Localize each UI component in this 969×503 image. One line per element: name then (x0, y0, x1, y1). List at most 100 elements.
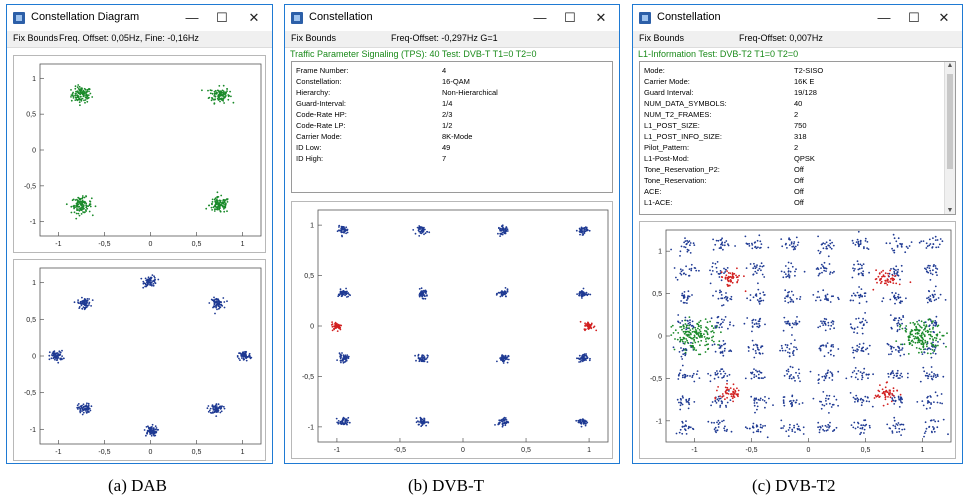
data-point (927, 377, 929, 380)
data-point (245, 356, 247, 359)
data-point (686, 302, 688, 304)
data-point (793, 424, 795, 427)
fix-bounds-button[interactable]: Fix Bounds (639, 33, 685, 43)
scroll-thumb[interactable] (947, 74, 953, 169)
data-point (88, 88, 90, 90)
data-point (414, 354, 416, 357)
data-point (861, 372, 864, 375)
close-button[interactable]: ✕ (595, 10, 607, 25)
data-point (783, 396, 786, 398)
constellation-cluster (711, 340, 733, 357)
data-point (88, 210, 91, 213)
data-point (74, 92, 77, 95)
data-point (725, 430, 728, 432)
data-point (897, 268, 899, 271)
data-point (820, 267, 822, 269)
minimize-button[interactable]: — (877, 10, 891, 25)
data-point (214, 89, 217, 92)
data-point (893, 374, 896, 377)
data-point (680, 347, 682, 349)
data-point (893, 251, 896, 254)
data-point (693, 340, 696, 342)
maximize-button[interactable]: ☐ (908, 10, 920, 25)
fix-bounds-button[interactable]: Fix Bounds (291, 33, 337, 43)
data-point (579, 422, 582, 425)
data-point (76, 404, 79, 407)
data-point (731, 273, 734, 276)
data-point (88, 298, 90, 300)
data-point (825, 374, 828, 377)
info-row: Carrier Mode: 16K E (644, 77, 951, 88)
constellation-cluster (918, 235, 944, 249)
data-point (681, 340, 684, 343)
data-point (346, 354, 349, 356)
info-value: 1/2 (442, 121, 453, 130)
title-bar[interactable]: Constellation Diagram — ☐ ✕ (7, 5, 272, 31)
minimize-button[interactable]: — (533, 10, 547, 25)
data-point (933, 321, 936, 324)
data-point (864, 295, 866, 297)
data-point (819, 349, 822, 352)
data-point (788, 238, 790, 241)
data-point (344, 360, 347, 363)
close-button[interactable]: ✕ (248, 10, 260, 25)
data-point (214, 408, 217, 410)
data-point (222, 97, 225, 99)
data-point (859, 295, 862, 297)
title-bar[interactable]: Constellation — ☐ ✕ (285, 5, 619, 31)
data-point (681, 269, 684, 271)
data-point (795, 236, 798, 239)
info-key: ID High: (296, 154, 324, 163)
data-point (795, 268, 797, 271)
data-point (581, 230, 584, 233)
constellation-cluster (677, 364, 701, 383)
minimize-button[interactable]: — (185, 10, 199, 25)
info-scrollbar[interactable]: ▲ ▼ (944, 62, 955, 214)
data-point (217, 305, 220, 307)
data-point (423, 233, 425, 236)
data-point (78, 214, 81, 217)
info-row: Tone_Reservation: Off (644, 176, 951, 187)
maximize-button[interactable]: ☐ (216, 10, 228, 25)
scroll-down-icon[interactable]: ▼ (946, 207, 954, 214)
data-point (782, 329, 785, 332)
data-point (723, 319, 725, 321)
data-point (704, 338, 707, 340)
data-point (891, 274, 894, 277)
data-point (688, 274, 690, 277)
data-point (787, 429, 790, 431)
data-point (714, 262, 717, 265)
data-point (421, 295, 423, 298)
data-point (672, 346, 675, 349)
data-point (817, 426, 819, 429)
info-key: Code-Rate LP: (296, 121, 346, 130)
fix-bounds-button[interactable]: Fix Bounds (13, 33, 59, 43)
data-point (153, 276, 156, 279)
data-point (858, 267, 861, 270)
data-point (149, 283, 151, 286)
data-point (899, 300, 902, 303)
info-row: Pilot_Pattern: 2 (644, 143, 951, 154)
data-point (898, 406, 901, 408)
data-point (898, 398, 901, 401)
info-value: Off (794, 165, 804, 174)
data-point (426, 356, 429, 359)
title-bar[interactable]: Constellation — ☐ ✕ (633, 5, 962, 31)
data-point (691, 374, 694, 377)
data-point (726, 283, 729, 286)
data-point (81, 410, 83, 412)
info-row: Code-Rate LP: 1/2 (296, 121, 608, 132)
data-point (347, 419, 349, 422)
data-point (145, 426, 148, 428)
maximize-button[interactable]: ☐ (564, 10, 576, 25)
data-point (70, 99, 73, 102)
data-point (755, 424, 758, 427)
data-point (84, 301, 87, 303)
close-button[interactable]: ✕ (938, 10, 950, 25)
data-point (504, 418, 507, 421)
data-point (756, 323, 758, 325)
scroll-up-icon[interactable]: ▲ (946, 62, 954, 69)
freq-offset-status: Freq-Offset: -0,297Hz G=1 (391, 33, 498, 43)
data-point (855, 241, 858, 243)
constellation-cluster (886, 342, 905, 357)
